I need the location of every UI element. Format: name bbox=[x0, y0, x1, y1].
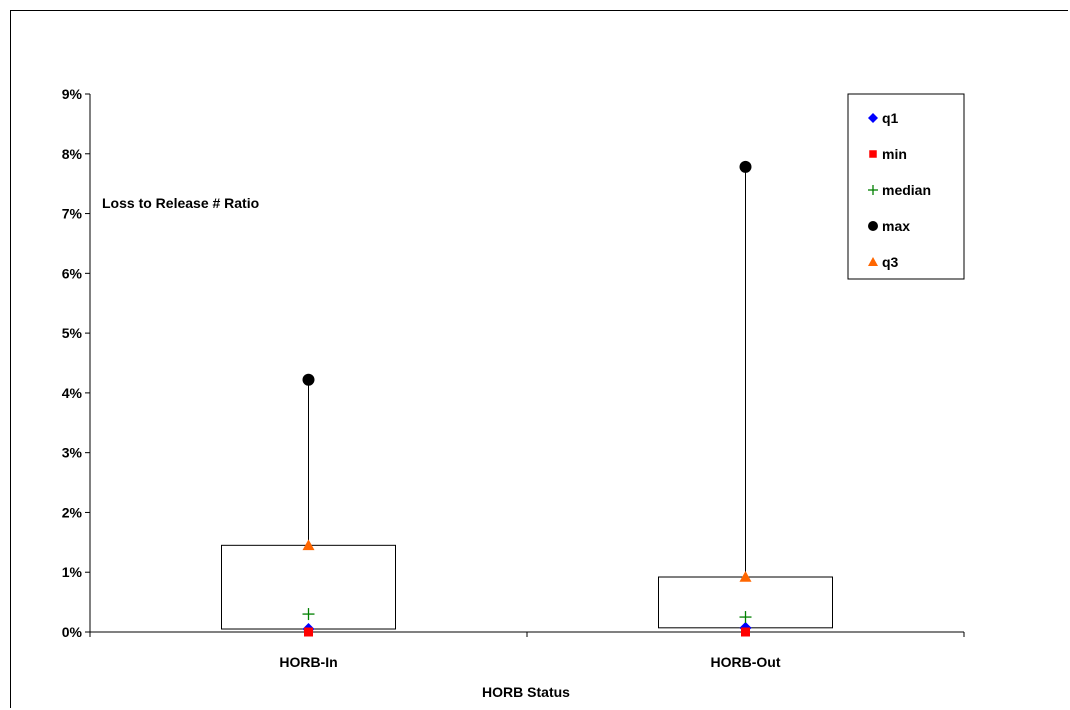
y-tick-label: 2% bbox=[62, 504, 83, 520]
legend-label-max: max bbox=[882, 218, 910, 234]
legend-box bbox=[847, 93, 965, 280]
point-max bbox=[302, 373, 315, 386]
y-tick-label: 9% bbox=[62, 86, 83, 102]
point-q3 bbox=[739, 571, 752, 582]
point-min bbox=[304, 627, 313, 637]
legend-marker-min bbox=[869, 150, 877, 158]
legend-label-median: median bbox=[882, 182, 931, 198]
legend-marker-q3 bbox=[868, 257, 878, 266]
legend: q1 min median max q3 bbox=[847, 93, 965, 280]
x-tick-label: HORB-Out bbox=[711, 654, 781, 670]
y-tick-label: 0% bbox=[62, 624, 83, 640]
axes: 0% 1% 2% 3% 4% 5% 6% 7% 8% 9% HORB-In HORB-Out bbox=[62, 86, 965, 670]
y-tick-label: 8% bbox=[62, 146, 83, 162]
y-tick-label: 1% bbox=[62, 564, 83, 580]
legend-label-min: min bbox=[882, 146, 907, 162]
markers bbox=[302, 160, 752, 637]
y-tick-label: 3% bbox=[62, 445, 83, 461]
x-axis-title: HORB Status bbox=[482, 684, 570, 700]
y-tick-label: 5% bbox=[62, 325, 83, 341]
x-tick-label: HORB-In bbox=[279, 654, 337, 670]
point-median bbox=[739, 611, 752, 624]
legend-label-q3: q3 bbox=[882, 254, 899, 270]
chart-annotation: Loss to Release # Ratio bbox=[102, 195, 259, 211]
y-tick-label: 6% bbox=[62, 265, 83, 281]
point-median bbox=[302, 608, 315, 621]
legend-marker-median bbox=[868, 185, 878, 195]
chart-frame bbox=[10, 10, 1068, 708]
boxes bbox=[221, 166, 833, 630]
y-tick-label: 4% bbox=[62, 385, 83, 401]
legend-marker-q1 bbox=[868, 113, 878, 123]
y-tick-label: 7% bbox=[62, 206, 83, 222]
point-q3 bbox=[302, 539, 315, 551]
point-max bbox=[739, 160, 752, 173]
point-min bbox=[741, 627, 750, 637]
legend-label-q1: q1 bbox=[882, 110, 899, 126]
legend-marker-max bbox=[868, 221, 878, 231]
